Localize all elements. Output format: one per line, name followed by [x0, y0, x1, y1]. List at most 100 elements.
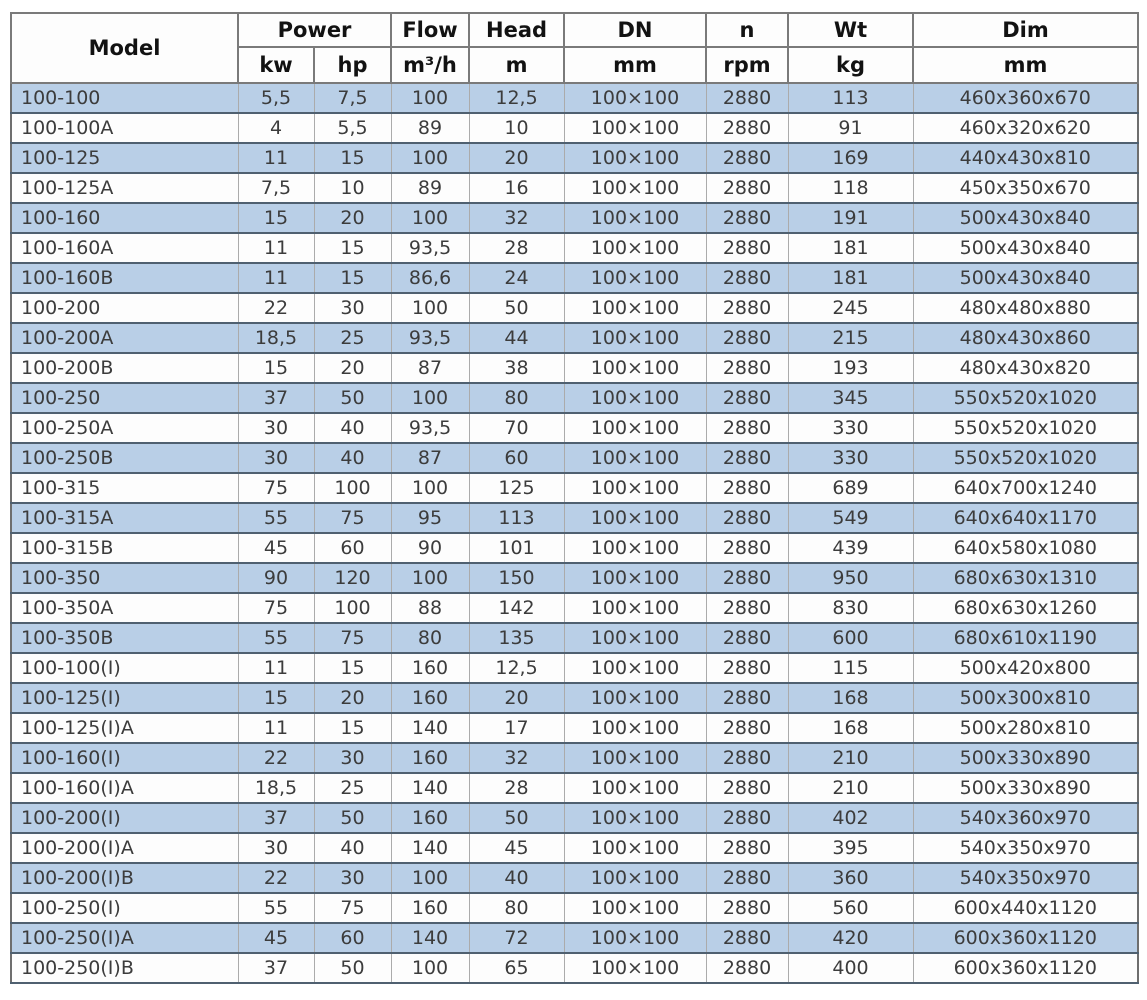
cell-wt: 420: [787, 922, 914, 954]
cell-flow: 160: [390, 652, 470, 684]
table-row: 100-350A 75 100 88 142 100×100 2880 830 680x630x…: [10, 592, 1139, 624]
cell-model: 100-250: [10, 382, 239, 414]
cell-model: 100-160(I): [10, 742, 239, 774]
cell-n: 2880: [705, 802, 789, 834]
cell-dim: 500x330x890: [912, 742, 1139, 774]
cell-wt: 91: [787, 112, 914, 144]
cell-flow: 100: [390, 472, 470, 504]
cell-dim: 440x430x810: [912, 142, 1139, 174]
cell-flow: 88: [390, 592, 470, 624]
cell-flow: 160: [390, 802, 470, 834]
cell-dim: 680x630x1260: [912, 592, 1139, 624]
cell-dn: 100×100: [563, 592, 707, 624]
cell-dn: 100×100: [563, 292, 707, 324]
cell-power-kw: 30: [237, 832, 315, 864]
cell-head: 17: [468, 712, 565, 744]
cell-dim: 480x430x860: [912, 322, 1139, 354]
cell-dim: 500x280x810: [912, 712, 1139, 744]
cell-flow: 160: [390, 742, 470, 774]
cell-dn: 100×100: [563, 82, 707, 114]
cell-wt: 402: [787, 802, 914, 834]
cell-power-kw: 11: [237, 262, 315, 294]
cell-power-hp: 7,5: [313, 82, 392, 114]
cell-n: 2880: [705, 532, 789, 564]
cell-power-hp: 15: [313, 652, 392, 684]
cell-wt: 830: [787, 592, 914, 624]
cell-power-hp: 100: [313, 592, 392, 624]
cell-dim: 550x520x1020: [912, 442, 1139, 474]
table-row: 100-250A 30 40 93,5 70 100×100 2880 330 550x520x…: [10, 412, 1139, 444]
table-row: 100-200(I)B 22 30 100 40 100×100 2880 360 540x35…: [10, 862, 1139, 894]
header-flow: Flow: [390, 12, 471, 48]
cell-dim: 500x300x810: [912, 682, 1139, 714]
cell-wt: 215: [787, 322, 914, 354]
cell-power-hp: 5,5: [313, 112, 392, 144]
cell-wt: 549: [787, 502, 914, 534]
cell-wt: 118: [787, 172, 914, 204]
cell-model: 100-200(I): [10, 802, 239, 834]
cell-wt: 168: [787, 712, 914, 744]
cell-flow: 100: [390, 82, 470, 114]
cell-power-kw: 7,5: [237, 172, 315, 204]
cell-n: 2880: [705, 832, 789, 864]
cell-flow: 100: [390, 862, 470, 894]
cell-head: 135: [468, 622, 565, 654]
cell-power-kw: 55: [237, 622, 315, 654]
cell-power-kw: 11: [237, 232, 315, 264]
cell-head: 80: [468, 892, 565, 924]
cell-head: 28: [468, 772, 565, 804]
header-head: Head: [468, 12, 566, 48]
cell-model: 100-100(I): [10, 652, 239, 684]
cell-dim: 640x640x1170: [912, 502, 1139, 534]
table-row: 100-100(I) 11 15 160 12,5 100×100 2880 115 500x4…: [10, 652, 1139, 684]
cell-dn: 100×100: [563, 262, 707, 294]
header-unit-dn: mm: [563, 46, 708, 84]
table-row: 100-200B 15 20 87 38 100×100 2880 193 480x430x82…: [10, 352, 1139, 384]
cell-head: 10: [468, 112, 565, 144]
cell-power-kw: 45: [237, 532, 315, 564]
table-row: 100-160B 11 15 86,6 24 100×100 2880 181 500x430x…: [10, 262, 1139, 294]
table-row: 100-315B 45 60 90 101 100×100 2880 439 640x580x1…: [10, 532, 1139, 564]
cell-dim: 540x350x970: [912, 832, 1139, 864]
cell-dn: 100×100: [563, 502, 707, 534]
cell-n: 2880: [705, 502, 789, 534]
cell-n: 2880: [705, 652, 789, 684]
cell-flow: 140: [390, 772, 470, 804]
cell-model: 100-250B: [10, 442, 239, 474]
cell-model: 100-125: [10, 142, 239, 174]
cell-head: 125: [468, 472, 565, 504]
cell-wt: 210: [787, 742, 914, 774]
cell-dim: 550x520x1020: [912, 412, 1139, 444]
cell-n: 2880: [705, 382, 789, 414]
cell-power-kw: 55: [237, 502, 315, 534]
header-power: Power: [236, 12, 393, 48]
table-row: 100-315A 55 75 95 113 100×100 2880 549 640x640x1…: [10, 502, 1139, 534]
cell-wt: 115: [787, 652, 914, 684]
cell-dn: 100×100: [563, 802, 707, 834]
cell-dn: 100×100: [563, 832, 707, 864]
cell-wt: 439: [787, 532, 914, 564]
cell-model: 100-160(I)A: [10, 772, 239, 804]
cell-n: 2880: [705, 622, 789, 654]
table-row: 100-350 90 120 100 150 100×100 2880 950 680x630x…: [10, 562, 1139, 594]
cell-model: 100-350A: [10, 592, 239, 624]
cell-n: 2880: [705, 82, 789, 114]
cell-dn: 100×100: [563, 322, 707, 354]
cell-dim: 680x610x1190: [912, 622, 1139, 654]
header-unit-flow: m³/h: [390, 46, 471, 84]
cell-n: 2880: [705, 742, 789, 774]
cell-head: 40: [468, 862, 565, 894]
cell-power-hp: 15: [313, 142, 392, 174]
header-dim: Dim: [912, 12, 1140, 48]
cell-power-kw: 11: [237, 712, 315, 744]
table-row: 100-160A 11 15 93,5 28 100×100 2880 181 500x430x…: [10, 232, 1139, 264]
cell-model: 100-125A: [10, 172, 239, 204]
cell-model: 100-200(I)A: [10, 832, 239, 864]
cell-wt: 395: [787, 832, 914, 864]
cell-flow: 160: [390, 682, 470, 714]
table-row: 100-350B 55 75 80 135 100×100 2880 600 680x610x1…: [10, 622, 1139, 654]
cell-power-kw: 15: [237, 352, 315, 384]
cell-power-hp: 75: [313, 892, 392, 924]
table-row: 100-200(I)A 30 40 140 45 100×100 2880 395 540x35…: [10, 832, 1139, 864]
cell-power-kw: 37: [237, 382, 315, 414]
